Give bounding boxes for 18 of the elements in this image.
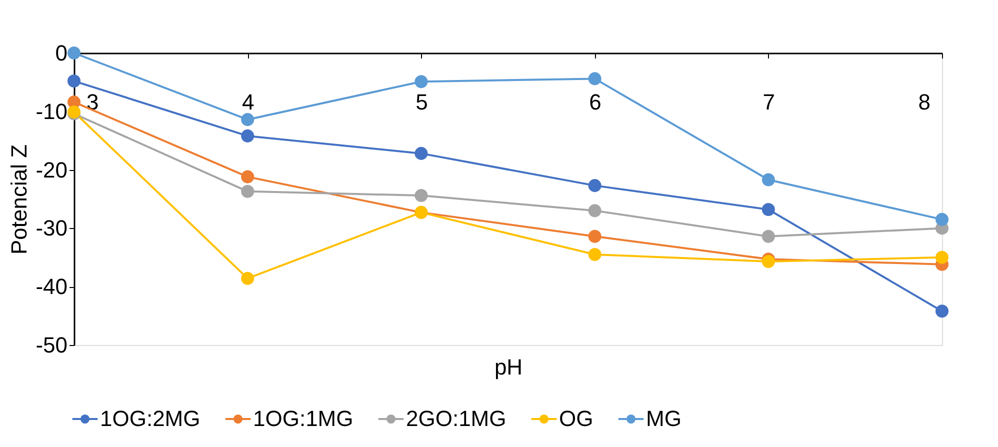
y-tick-label: -10 [36, 98, 68, 124]
legend-label: 1OG:2MG [100, 406, 200, 431]
legend-label: OG [559, 406, 594, 431]
x-tick-label: 8 [918, 90, 930, 114]
y-tick-label: 0 [55, 40, 68, 66]
x-tick-label: 4 [242, 90, 254, 114]
x-tick-label: 7 [762, 90, 776, 114]
x-tick-label: 5 [416, 90, 428, 114]
y-tick-label: -50 [36, 332, 68, 358]
legend-label: 2GO:1MG [406, 406, 506, 431]
y-axis-title: Potencial Z [6, 144, 32, 255]
y-tick-label: -30 [36, 216, 68, 241]
x-tick-label: 6 [589, 90, 602, 114]
y-tick-label: -20 [36, 157, 68, 182]
y-tick-label: -40 [36, 274, 68, 300]
legend-label: MG [646, 406, 682, 431]
legend-label: 1OG:1MG [253, 406, 354, 431]
x-axis-title: pH [494, 354, 523, 380]
